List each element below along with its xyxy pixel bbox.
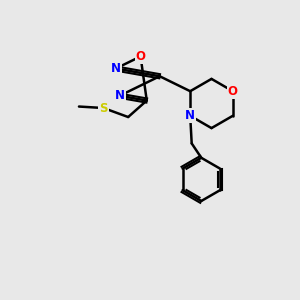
Text: S: S: [99, 101, 108, 115]
Text: O: O: [136, 50, 146, 63]
Text: N: N: [185, 109, 195, 122]
Text: N: N: [111, 62, 121, 75]
Text: N: N: [115, 89, 125, 102]
Text: O: O: [228, 85, 238, 98]
